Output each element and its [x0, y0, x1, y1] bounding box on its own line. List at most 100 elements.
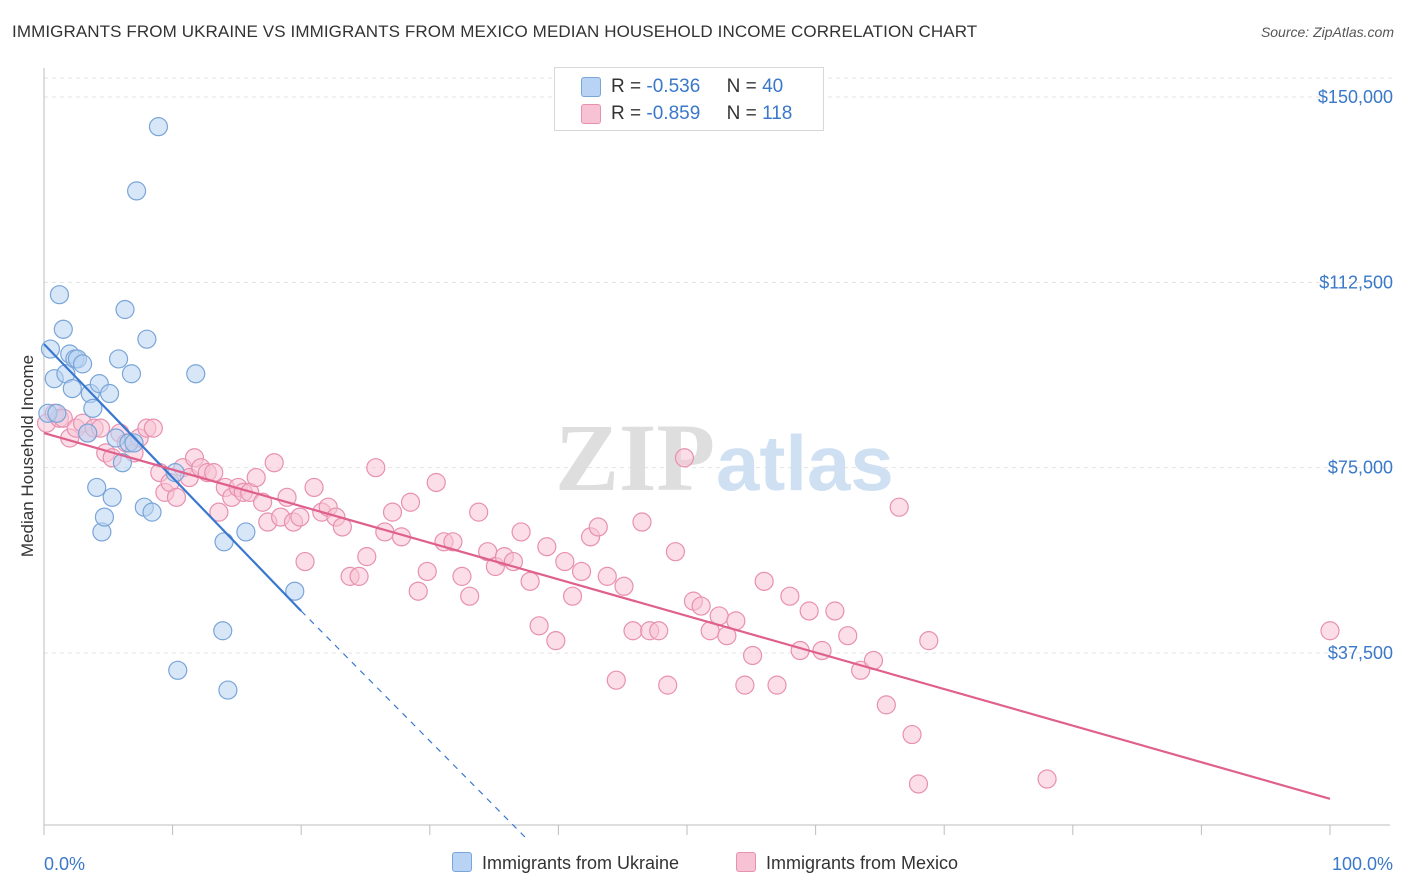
ukraine-point: [94, 507, 115, 527]
ukraine-point: [115, 299, 135, 320]
mexico-point: [649, 621, 669, 641]
mexico-point: [571, 561, 592, 582]
r-label: R =: [611, 76, 642, 97]
mexico-point: [529, 616, 549, 636]
mexico-point: [166, 487, 187, 507]
gridlines: [44, 77, 1393, 654]
ukraine-point: [112, 453, 133, 473]
mexico-point: [452, 566, 472, 586]
source-credit: Source: ZipAtlas.com: [1260, 24, 1394, 40]
mexico-point: [674, 448, 695, 468]
y-tick-label: $112,500: [1319, 272, 1393, 292]
mexico-point: [253, 492, 273, 512]
ukraine-trend-extension: [300, 610, 527, 839]
mexico-point: [357, 547, 377, 567]
mexico-point: [588, 517, 608, 537]
mexico-point: [426, 472, 446, 493]
ukraine-legend-swatch: [452, 852, 472, 872]
mexico-point: [366, 458, 386, 478]
ukraine-n-value: 40: [762, 76, 784, 97]
mexico-point: [382, 502, 403, 522]
ukraine-point: [108, 349, 129, 369]
ukraine-trend-line: [43, 343, 302, 612]
chart-title: IMMIGRANTS FROM UKRAINE VS IMMIGRANTS FR…: [12, 22, 978, 41]
mexico-point: [349, 566, 369, 586]
mexico-point: [295, 551, 315, 572]
mexico-point: [1037, 769, 1057, 789]
mexico-point: [632, 512, 652, 532]
mexico-point: [908, 774, 929, 794]
axes: [43, 68, 1390, 835]
mexico-r-value: -0.859: [646, 103, 701, 124]
ukraine-point: [218, 680, 238, 700]
watermark: ZIP atlas: [555, 404, 894, 511]
mexico-point: [520, 571, 540, 591]
ukraine-point: [124, 433, 144, 453]
series-mexico: [36, 403, 1340, 794]
ukraine-point: [78, 423, 98, 443]
y-tick-label: $75,000: [1328, 458, 1393, 478]
legend-item-ukraine[interactable]: Immigrants from Ukraine: [452, 852, 679, 874]
mexico-legend-swatch: [736, 852, 756, 872]
mexico-point: [780, 586, 800, 606]
tick-labels: $150,000 $112,500 $75,000 $37,500 0.0% 100.0%: [44, 87, 1393, 874]
ukraine-point: [236, 522, 256, 542]
ukraine-point: [168, 660, 188, 680]
mexico-point: [754, 571, 774, 591]
mexico-point: [902, 724, 922, 745]
ukraine-point: [99, 383, 120, 404]
mexico-point: [799, 601, 819, 621]
mexico-n-value: 118: [762, 103, 793, 124]
mexico-legend-label: Immigrants from Mexico: [766, 853, 959, 873]
mexico-point: [742, 645, 763, 666]
mexico-point: [735, 675, 755, 695]
series-ukraine: [38, 117, 305, 700]
ukraine-point: [49, 285, 70, 305]
ukraine-point: [126, 181, 147, 201]
mexico-swatch: [581, 104, 601, 124]
mexico-point: [400, 492, 421, 512]
ukraine-point: [214, 532, 234, 552]
ukraine-point: [142, 502, 162, 522]
legend-item-mexico[interactable]: Immigrants from Mexico: [736, 852, 958, 874]
y-axis-label: Median Household Income: [18, 355, 37, 557]
mexico-point: [408, 581, 428, 601]
ukraine-point: [47, 403, 67, 423]
mexico-point: [919, 631, 939, 651]
mexico-point: [304, 477, 324, 498]
mexico-point: [511, 522, 531, 542]
mexico-point: [767, 675, 787, 695]
mexico-point: [1320, 621, 1340, 641]
ukraine-point: [87, 477, 107, 498]
ukraine-point: [53, 319, 73, 339]
x-tick-label-min: 0.0%: [44, 854, 85, 874]
n-label: N =: [726, 76, 757, 97]
ukraine-r-value: -0.536: [646, 76, 701, 97]
mexico-trend-line: [43, 432, 1331, 800]
mexico-point: [443, 532, 463, 552]
trend-lines: [43, 343, 1331, 839]
ukraine-point: [121, 364, 142, 384]
r-label: R =: [611, 103, 642, 124]
mexico-point: [665, 542, 686, 562]
ukraine-point: [213, 621, 233, 641]
ukraine-swatch: [581, 77, 601, 97]
mexico-point: [546, 631, 566, 651]
mexico-point: [562, 586, 583, 606]
ukraine-point: [148, 117, 169, 137]
ukraine-point: [83, 398, 103, 418]
watermark-atlas: atlas: [716, 419, 894, 507]
ukraine-point: [40, 339, 61, 359]
mexico-point: [825, 601, 845, 621]
mexico-point: [460, 586, 480, 606]
y-tick-label: $150,000: [1318, 87, 1393, 107]
mexico-point: [658, 675, 678, 695]
ukraine-point: [137, 329, 157, 349]
mexico-point: [143, 418, 163, 438]
mexico-point: [614, 576, 634, 596]
ukraine-legend-label: Immigrants from Ukraine: [482, 853, 680, 873]
y-tick-label: $37,500: [1328, 643, 1393, 663]
mexico-point: [555, 551, 575, 572]
mexico-point: [597, 566, 617, 586]
